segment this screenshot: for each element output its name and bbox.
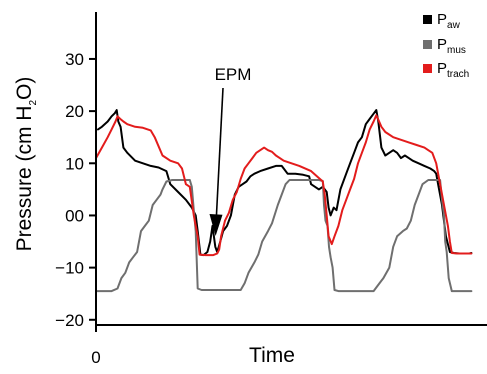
y-axis-title: Pressure (cm H2O): [13, 77, 39, 252]
y-tick-label-5: 30: [65, 50, 84, 69]
y-tick-label-1: −10: [55, 259, 84, 278]
series-layer: [95, 109, 473, 293]
series-line-trach: [95, 114, 473, 257]
legend-label-trach: Ptrach: [437, 60, 469, 80]
legend-label-mus: Pmus: [437, 36, 466, 56]
legend-label-aw: Paw: [437, 11, 461, 31]
series-line-aw: [97, 109, 473, 257]
x-axis-title: Time: [249, 344, 295, 367]
axes-layer: [95, 12, 487, 326]
y-tick-label-4: 20: [65, 102, 84, 121]
epm-arrow-head: [209, 214, 223, 236]
legend-swatch-trach: [423, 64, 432, 73]
y-tick-label-2: 00: [65, 206, 84, 225]
y-tick-label-0: −20: [55, 311, 84, 330]
legend-swatch-aw: [423, 15, 432, 24]
epm-annotation-label: EPM: [215, 65, 252, 84]
legend-swatch-mus: [423, 40, 432, 49]
y-tick-label-3: 10: [65, 154, 84, 173]
series-line-mus: [95, 179, 473, 293]
annotation-layer: EPM: [209, 65, 252, 236]
epm-arrow-shaft: [215, 87, 224, 225]
ticks-layer: −20 −10 00 10 20 30 0: [55, 50, 101, 367]
legend: Paw Pmus Ptrach: [423, 11, 469, 80]
x-tick-label-0: 0: [91, 348, 100, 367]
